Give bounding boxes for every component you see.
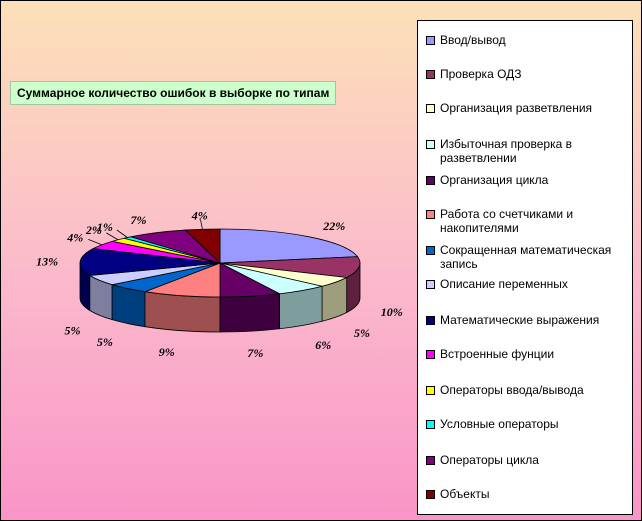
legend-swatch <box>426 490 435 499</box>
pie-sides <box>79 262 361 333</box>
legend-label: Встроенные фунции <box>440 347 555 361</box>
pie-value-label: 5% <box>65 323 81 337</box>
pie-slice <box>219 228 359 264</box>
legend-swatch <box>426 246 435 255</box>
pie-tops <box>79 228 361 298</box>
legend-swatch <box>426 420 435 429</box>
pie-slice <box>79 248 221 276</box>
pie-value-label: 6% <box>315 338 331 352</box>
legend-swatch <box>426 210 435 219</box>
legend-label: Избыточная проверка в разветвлении <box>440 137 572 165</box>
legend-label: Проверка ОДЗ <box>440 67 522 81</box>
legend-label: Ввод/вывод <box>440 33 506 47</box>
legend-swatch <box>426 316 435 325</box>
pie-leader-line <box>106 232 119 241</box>
pie-leader-line <box>116 229 128 238</box>
pie-value-label: 5% <box>97 335 113 349</box>
legend-swatch <box>426 104 435 113</box>
legend-swatch <box>426 280 435 289</box>
pie-value-label: 4% <box>191 208 208 222</box>
legend-label: Организация цикла <box>440 173 549 187</box>
pie-value-labels: 22%10%5%6%7%9%5%5%13%4%2%1% 7% 4% <box>36 208 403 359</box>
pie-value-label: 22% <box>322 219 345 233</box>
pie-value-label: 13% <box>36 254 58 268</box>
pie-leader-lines <box>88 219 203 246</box>
legend-swatch <box>426 350 435 359</box>
legend-label: Работа со счетчиками и накопителями <box>440 207 574 235</box>
pie-slice <box>143 262 221 298</box>
pie-value-label: 5% <box>354 326 370 340</box>
pie-slice-side <box>144 291 221 333</box>
legend-swatch <box>426 70 435 79</box>
pie-leader-line <box>200 219 203 230</box>
legend-label: Операторы ввода/вывода <box>440 383 584 397</box>
legend-label: Описание переменных <box>440 277 568 291</box>
legend-swatch <box>426 140 435 149</box>
legend-label: Условные операторы <box>440 417 559 431</box>
pie-leader-line <box>88 239 102 246</box>
pie-value-label: 4% <box>66 230 83 244</box>
chart-legend: Ввод/вывод Проверка ОДЗ Организация развет… <box>417 20 633 515</box>
legend-swatch <box>426 36 435 45</box>
pie-value-label: 1% <box>97 220 113 234</box>
pie-value-label: 2% <box>85 223 102 237</box>
legend-swatch <box>426 456 435 465</box>
chart-title: Суммарное количество ошибок в выборке по… <box>10 81 337 105</box>
pie-value-label: 9% <box>159 345 175 359</box>
legend-label: Объекты <box>440 487 490 501</box>
pie-slice-side <box>219 293 281 333</box>
legend-swatch <box>426 386 435 395</box>
legend-label: Сокращенная математическая запись <box>440 243 612 271</box>
legend-swatch <box>426 176 435 185</box>
pie-value-label: 7% <box>247 346 263 360</box>
legend-label: Математические выражения <box>440 313 600 327</box>
pie-value-label: 7% <box>130 213 146 227</box>
pie-slice <box>219 256 361 278</box>
legend-label: Операторы цикла <box>440 453 539 467</box>
pie-value-label: 10% <box>381 305 403 319</box>
legend-label: Организация разветвления <box>440 101 593 115</box>
